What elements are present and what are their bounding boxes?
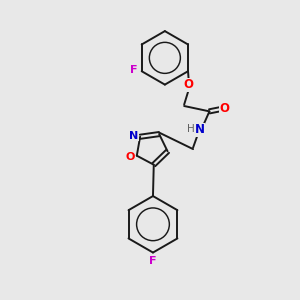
- Text: F: F: [149, 256, 157, 266]
- Text: H: H: [187, 124, 195, 134]
- Text: O: O: [219, 102, 229, 115]
- Text: O: O: [184, 78, 194, 91]
- Text: N: N: [129, 130, 138, 141]
- Text: O: O: [126, 152, 135, 162]
- Text: F: F: [130, 65, 137, 75]
- Text: N: N: [195, 123, 205, 136]
